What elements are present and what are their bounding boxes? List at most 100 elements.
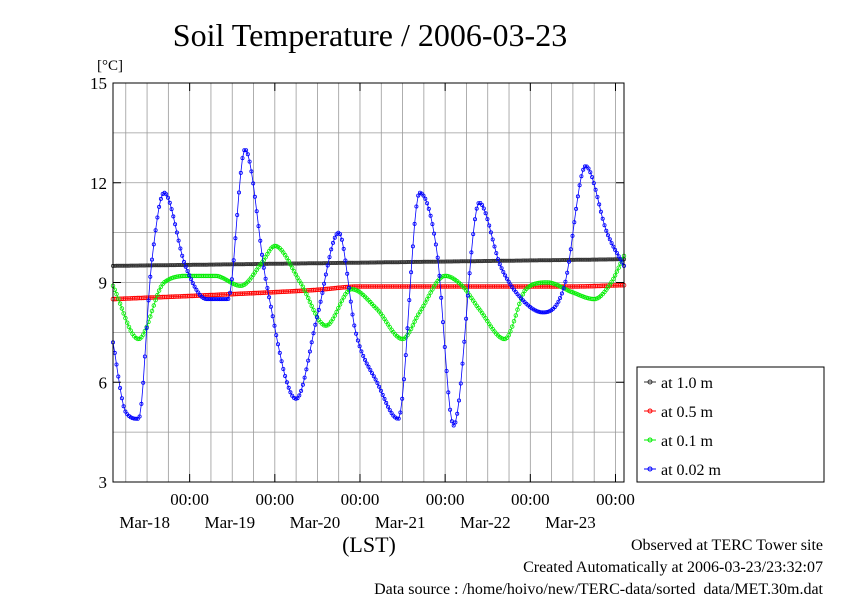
data-point [545, 309, 550, 314]
data-point [156, 288, 162, 293]
x-tick-time-label: 00:00 [511, 490, 550, 509]
data-point [403, 353, 408, 358]
data-point [366, 364, 371, 369]
data-point [435, 255, 440, 260]
data-point [421, 193, 426, 198]
data-point [410, 323, 416, 328]
data-point [251, 181, 256, 186]
data-point [178, 262, 183, 267]
data-point [524, 258, 529, 263]
data-point [433, 259, 438, 264]
legend-label: at 0.1 m [661, 433, 714, 450]
data-point [568, 247, 573, 252]
data-point [329, 247, 334, 252]
footer-data-source: Data source : /home/hoivo/new/TERC-data/… [374, 581, 823, 595]
x-tick-date-label: Mar-18 [119, 513, 170, 532]
data-point [595, 194, 600, 199]
data-point [165, 263, 170, 268]
x-tick-date-label: Mar-20 [290, 513, 341, 532]
data-point [176, 238, 181, 243]
data-point [226, 296, 231, 301]
data-point [476, 201, 481, 206]
data-point [313, 322, 318, 327]
data-point [577, 183, 582, 188]
data-point [181, 259, 186, 264]
data-point [167, 200, 172, 205]
x-axis-label: (LST) [342, 532, 396, 557]
data-point [426, 293, 431, 299]
data-point [583, 164, 588, 169]
data-point [252, 194, 257, 199]
data-point [298, 281, 304, 286]
data-point [604, 228, 609, 233]
data-point [579, 174, 584, 179]
data-point [247, 159, 252, 164]
data-point [616, 254, 621, 259]
data-point [561, 286, 566, 291]
data-point [456, 398, 461, 403]
data-point [117, 301, 123, 306]
data-point [590, 175, 595, 180]
data-point [405, 326, 410, 331]
data-point [244, 148, 249, 153]
grid-lines [113, 82, 624, 483]
data-point [506, 333, 511, 338]
data-point [448, 407, 453, 412]
data-point [421, 303, 426, 309]
data-point [231, 258, 236, 263]
data-point [501, 269, 506, 274]
data-point [302, 288, 307, 293]
x-tick-time-label: 00:00 [341, 490, 380, 509]
data-point [563, 257, 568, 262]
data-point [274, 333, 279, 338]
data-point [426, 259, 431, 264]
data-point [609, 241, 614, 246]
data-point [572, 220, 577, 225]
data-point [616, 265, 621, 270]
data-point [536, 309, 541, 314]
data-point [520, 292, 526, 297]
data-point [325, 263, 330, 268]
legend-box [636, 366, 825, 483]
data-point [233, 236, 238, 241]
data-point [320, 290, 325, 295]
data-point [284, 255, 290, 261]
data-point [300, 382, 305, 387]
legend-swatch-marker [647, 408, 653, 414]
data-point [575, 194, 580, 199]
x-tick-date-label: Mar-23 [545, 513, 596, 532]
data-point [323, 272, 328, 277]
data-point [284, 380, 289, 385]
data-point [313, 311, 318, 316]
series-at-0-02-m [111, 148, 627, 428]
data-point [503, 258, 508, 263]
data-point [153, 228, 158, 233]
data-point [204, 262, 209, 267]
data-point [281, 366, 286, 371]
data-point [462, 339, 467, 344]
data-point [593, 257, 598, 262]
data-point [554, 302, 559, 307]
data-point [449, 419, 454, 424]
x-tick-date-label: Mar-21 [375, 513, 426, 532]
data-point [302, 261, 307, 266]
data-point [467, 271, 472, 276]
data-point [350, 312, 355, 317]
data-point [574, 206, 579, 211]
data-point [139, 401, 144, 406]
data-point [128, 328, 133, 333]
data-point [219, 262, 224, 267]
data-point [123, 409, 128, 414]
data-point [300, 284, 306, 289]
data-point [245, 152, 250, 157]
chart-title: Soil Temperature / 2006-03-23 [173, 17, 567, 53]
data-point [174, 230, 179, 235]
data-point [277, 350, 282, 355]
data-point [614, 250, 619, 255]
data-point [199, 262, 204, 267]
data-point [126, 324, 132, 330]
data-point [400, 396, 405, 401]
data-point [144, 325, 149, 330]
data-point [472, 217, 477, 222]
data-point [440, 320, 445, 325]
